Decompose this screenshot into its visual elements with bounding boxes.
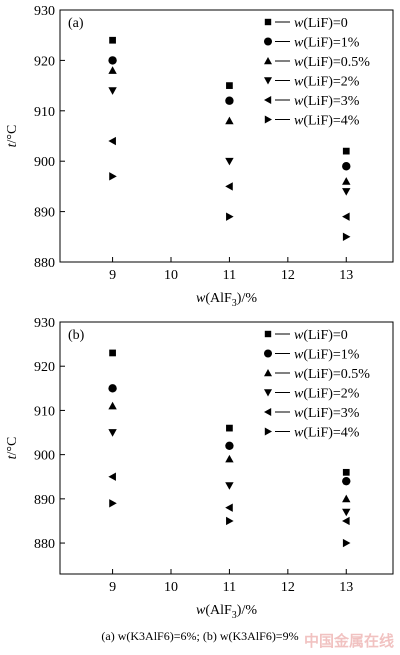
- legend-marker: [264, 57, 272, 65]
- data-point: [109, 36, 116, 44]
- legend-label: w(LiF)=2%: [294, 75, 360, 90]
- x-tick-label: 10: [164, 580, 178, 595]
- x-tick-label: 10: [164, 268, 178, 283]
- legend-marker: [264, 330, 272, 338]
- y-tick-label: 880: [34, 537, 55, 552]
- data-point: [225, 96, 234, 105]
- x-tick-label: 12: [281, 268, 295, 283]
- data-point: [342, 177, 351, 185]
- y-tick-label: 890: [34, 206, 55, 221]
- y-tick-label: 910: [34, 404, 55, 419]
- data-point: [225, 454, 234, 463]
- legend-marker: [264, 115, 272, 124]
- data-point: [226, 424, 233, 432]
- data-point: [109, 172, 117, 181]
- data-point: [342, 516, 350, 526]
- legend-label: w(LiF)=1%: [294, 36, 360, 51]
- legend-marker: [264, 408, 272, 416]
- legend-label: w(LiF)=0.5%: [294, 367, 370, 382]
- data-point: [225, 441, 234, 450]
- data-point: [108, 472, 116, 481]
- y-tick-label: 910: [34, 105, 55, 120]
- data-point: [342, 468, 350, 476]
- data-point: [342, 147, 350, 155]
- y-axis-label: t/°C: [5, 125, 20, 148]
- data-point: [108, 66, 117, 74]
- x-tick-label: 9: [109, 268, 116, 283]
- watermark-logo: 中国金属在线: [303, 632, 394, 650]
- y-tick-label: 930: [34, 4, 55, 19]
- data-point: [109, 349, 116, 357]
- legend-marker: [264, 37, 272, 46]
- data-point: [225, 116, 234, 125]
- legend-marker: [264, 77, 272, 85]
- data-point: [342, 162, 351, 171]
- legend-marker: [264, 96, 272, 104]
- x-axis-label: w(AlF3)/%: [196, 291, 257, 309]
- plot-frame: [59, 321, 394, 575]
- legend-label: w(LiF)=4%: [294, 114, 360, 129]
- y-tick-label: 890: [34, 493, 55, 508]
- legend-label: w(LiF)=2%: [294, 387, 360, 402]
- legend-label: w(LiF)=3%: [294, 406, 360, 421]
- legend-label: w(LiF)=0.5%: [294, 55, 370, 70]
- x-tick-label: 12: [281, 580, 295, 595]
- legend-marker: [264, 389, 272, 397]
- legend-label: w(LiF)=0: [294, 16, 348, 31]
- legend-marker: [264, 18, 272, 26]
- data-point: [342, 494, 351, 503]
- data-point: [225, 482, 234, 490]
- figure-caption: (a) w(K3AlF6)=6%; (b) w(K3AlF6)=9%: [101, 629, 299, 643]
- data-point: [226, 516, 234, 526]
- x-tick-label: 11: [223, 580, 236, 595]
- data-point: [342, 232, 351, 241]
- data-point: [225, 182, 233, 191]
- x-tick-label: 9: [109, 580, 116, 595]
- data-point: [109, 499, 117, 508]
- data-point: [108, 136, 116, 146]
- data-point: [225, 157, 234, 166]
- data-point: [226, 212, 234, 221]
- legend-label: w(LiF)=1%: [294, 348, 360, 363]
- data-point: [225, 503, 233, 512]
- data-point: [342, 188, 351, 196]
- data-point: [342, 538, 351, 548]
- y-tick-label: 900: [34, 155, 55, 170]
- data-point: [108, 429, 117, 437]
- legend-marker: [264, 349, 272, 358]
- y-tick-label: 920: [34, 54, 55, 69]
- data-point: [342, 212, 350, 221]
- legend-marker: [264, 427, 272, 436]
- data-point: [342, 508, 351, 517]
- data-point: [342, 476, 351, 486]
- y-tick-label: 900: [34, 449, 55, 464]
- data-point: [108, 56, 117, 65]
- y-tick-label: 880: [34, 256, 55, 271]
- x-tick-label: 13: [339, 580, 353, 595]
- x-tick-label: 11: [223, 268, 236, 283]
- legend-label: w(LiF)=0: [294, 328, 348, 343]
- data-point: [108, 87, 117, 95]
- legend-marker: [264, 369, 272, 377]
- data-point: [108, 384, 117, 393]
- data-point: [226, 82, 233, 89]
- x-axis-label: w(AlF3)/%: [196, 603, 257, 621]
- legend-label: w(LiF)=3%: [294, 94, 360, 109]
- data-point: [108, 401, 117, 410]
- panel-label: (a): [68, 16, 84, 31]
- y-axis-label: t/°C: [5, 437, 20, 460]
- plot-frame: [59, 9, 394, 263]
- y-tick-label: 920: [34, 360, 55, 375]
- x-tick-label: 13: [339, 268, 353, 283]
- panel-label: (b): [68, 328, 85, 343]
- y-tick-label: 930: [34, 316, 55, 331]
- legend-label: w(LiF)=4%: [294, 426, 360, 441]
